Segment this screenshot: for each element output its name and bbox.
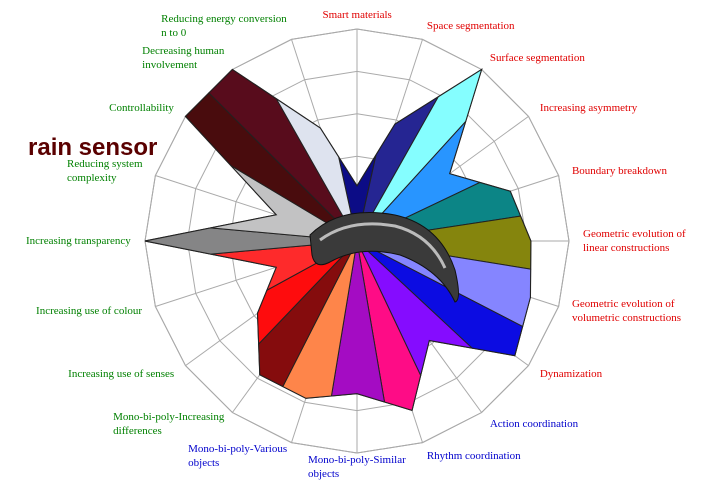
axis-label: Mono-bi-poly-Similar objects bbox=[308, 453, 406, 481]
axis-label: Space segmentation bbox=[427, 19, 515, 33]
axis-label: Controllability bbox=[109, 101, 174, 115]
axis-label: Smart materials bbox=[323, 8, 392, 22]
axis-label: Mono-bi-poly-Increasing differences bbox=[113, 410, 224, 438]
axis-label: Surface segmentation bbox=[490, 51, 585, 65]
axis-label: Reducing system complexity bbox=[67, 157, 142, 185]
axis-label: Boundary breakdown bbox=[572, 164, 667, 178]
axis-label: Rhythm coordination bbox=[427, 449, 521, 463]
axis-label: Mono-bi-poly-Various objects bbox=[188, 442, 287, 470]
axis-label: Dynamization bbox=[540, 367, 602, 381]
axis-label: Geometric evolution of volumetric constr… bbox=[572, 297, 681, 325]
axis-label: Geometric evolution of linear constructi… bbox=[583, 227, 686, 255]
axis-label: Reducing energy conversion n to 0 bbox=[161, 12, 287, 40]
axis-label: Decreasing human involvement bbox=[142, 44, 224, 72]
axis-label: Action coordination bbox=[490, 417, 578, 431]
axis-label: Increasing asymmetry bbox=[540, 101, 637, 115]
axis-label: Increasing use of senses bbox=[68, 367, 174, 381]
page: rain sensor Smart materialsSpace segment… bbox=[0, 0, 704, 488]
axis-label: Increasing transparency bbox=[26, 234, 131, 248]
axis-label: Increasing use of colour bbox=[36, 304, 142, 318]
